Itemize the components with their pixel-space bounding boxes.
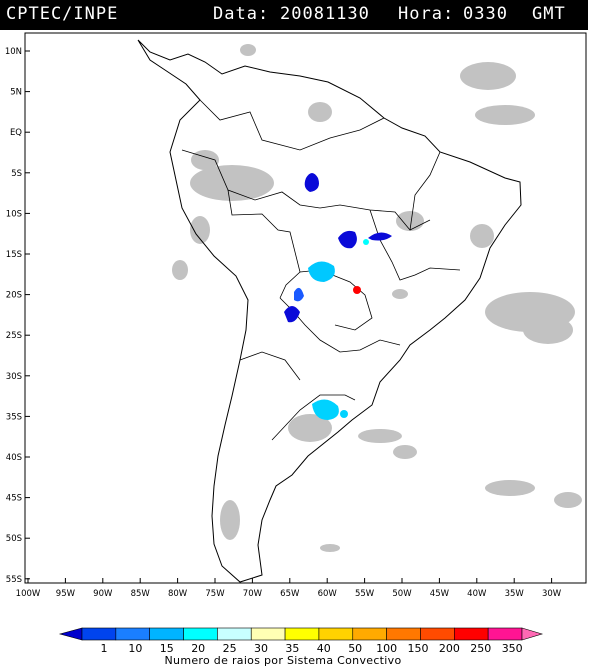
lat-label: 10N: [5, 47, 22, 57]
colorbar-value: 150: [408, 642, 429, 655]
colorbar-segment: [284, 627, 320, 641]
lon-label: 45W: [430, 589, 450, 599]
colorbar-segment: [318, 627, 354, 641]
timezone-value: GMT: [532, 4, 566, 24]
colorbar-value: 100: [376, 642, 397, 655]
lat-label: 30S: [6, 372, 22, 382]
colorbar-segment: [454, 627, 489, 641]
lon-label: 95W: [56, 589, 76, 599]
colorbar-value: 50: [348, 642, 362, 655]
title-bar: CPTEC/INPE Data: 20081130 Hora: 0330 GMT: [0, 0, 588, 30]
colorbar-value: 30: [254, 642, 268, 655]
time-value: 0330: [463, 4, 508, 24]
colorbar-segment: [217, 627, 252, 641]
convective-cells: [284, 173, 392, 420]
lon-label: 35W: [505, 589, 525, 599]
lat-label: 20S: [6, 291, 22, 301]
colorbar-segment: [250, 627, 286, 641]
colorbar-segment: [115, 627, 150, 641]
colorbar-value: 40: [317, 642, 331, 655]
lon-label: 55W: [355, 589, 375, 599]
lat-label: 15S: [6, 250, 22, 260]
country-borders: [181, 99, 461, 441]
colorbar-value: 10: [128, 642, 142, 655]
colorbar-segment: [81, 627, 117, 641]
cloud-cover: [172, 44, 582, 552]
lon-label: 80W: [168, 589, 188, 599]
colorbar-segment: [183, 627, 218, 641]
lon-label: 85W: [131, 589, 151, 599]
colorbar-segment: [386, 627, 421, 641]
data-label: Data:: [213, 4, 270, 24]
lon-label: 50W: [392, 589, 412, 599]
colorbar-value: 25: [223, 642, 237, 655]
coastline: [137, 39, 522, 583]
colorbar-arrow-left: [58, 627, 83, 641]
colorbar-value: 1: [101, 642, 108, 655]
lat-label: 10S: [6, 209, 22, 219]
lon-label: 65W: [280, 589, 300, 599]
colorbar: [58, 627, 544, 641]
lat-label: 5S: [11, 169, 22, 179]
lon-label: 75W: [205, 589, 225, 599]
lon-label: 70W: [243, 589, 263, 599]
colorbar-value: 20: [191, 642, 205, 655]
colorbar-value: 250: [470, 642, 491, 655]
agency-label: CPTEC/INPE: [6, 4, 119, 24]
lon-label: 60W: [318, 589, 338, 599]
lat-label: 40S: [6, 453, 22, 463]
colorbar-value: 200: [439, 642, 460, 655]
colorbar-segment: [420, 627, 455, 641]
colorbar-title: Numero de raios por Sistema Convectivo: [165, 654, 402, 667]
hora-label: Hora:: [398, 4, 455, 24]
colorbar-value: 35: [285, 642, 299, 655]
colorbar-segment: [352, 627, 387, 641]
lon-label: 100W: [16, 589, 41, 599]
lon-label: 90W: [93, 589, 113, 599]
lat-label: 55S: [6, 575, 22, 585]
lat-label: EQ: [10, 128, 22, 138]
lat-label: 25S: [6, 331, 22, 341]
longitude-labels: 100W 95W 90W 85W 80W 75W 70W 65W 60W 55W 50W 45W 40W…: [16, 578, 562, 599]
colorbar-segment: [487, 627, 523, 641]
lon-label: 40W: [467, 589, 487, 599]
colorbar-labels: 1 10 15 20 25 30 35 40 50 100 150 200 250 350: [101, 642, 523, 655]
date-value: 20081130: [280, 4, 370, 24]
lat-label: 5N: [10, 88, 22, 98]
lat-label: 35S: [6, 412, 22, 422]
lat-label: 50S: [6, 534, 22, 544]
lat-label: 45S: [6, 494, 22, 504]
colorbar-arrow-right: [521, 627, 544, 641]
colorbar-segment: [149, 627, 184, 641]
colorbar-value: 350: [502, 642, 523, 655]
latitude-labels: 10N 5N EQ 5S 10S 15S 20S 25S 30S 35S 40S 45S 50S 55S: [5, 47, 30, 585]
colorbar-value: 15: [160, 642, 174, 655]
lon-label: 30W: [542, 589, 562, 599]
